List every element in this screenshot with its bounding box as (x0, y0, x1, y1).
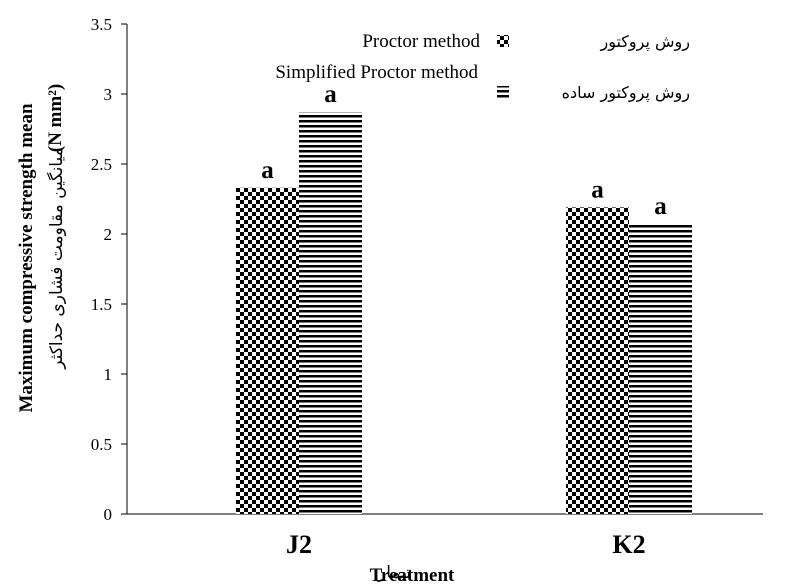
x-tick-label: J2 (286, 530, 312, 559)
bar-j2-series-2 (299, 112, 362, 514)
legend-label-proctor-fa: روش پروکتور (599, 32, 690, 52)
y-axis-label-fa: میانگین مقاومت فشاری حداکثر (46, 147, 67, 369)
bar-data-label: a (591, 176, 604, 203)
bar-data-label: a (261, 157, 274, 184)
bar-j2-series-1 (236, 187, 299, 515)
bar-data-label: a (324, 81, 337, 108)
y-tick-label: 2 (104, 225, 113, 244)
y-tick-label: 0.5 (91, 435, 112, 454)
y-axis-title: Maximum compressive strength mean (N mm²… (16, 84, 67, 413)
y-tick-label: 1 (104, 365, 113, 384)
bars-group (236, 112, 692, 515)
x-axis-label-fa: تیمار (377, 563, 411, 583)
legend-swatch-simplified (497, 86, 509, 98)
legend-label-proctor: Proctor method (362, 31, 480, 52)
x-tick-label: K2 (612, 530, 645, 559)
legend-swatch-proctor (497, 35, 509, 47)
legend-label-simplified: Simplified Proctor method (275, 62, 478, 83)
x-axis-label: Treatment (370, 565, 455, 586)
y-tick-label: 2.5 (91, 155, 112, 174)
y-tick-label: 0 (104, 505, 113, 524)
y-tick-label: 3.5 (91, 15, 112, 34)
bar-label-group: a a a a (261, 81, 667, 220)
y-axis-label: Maximum compressive strength mean (16, 103, 37, 412)
legend: Proctor method روش پروکتور Simplified Pr… (275, 31, 690, 103)
y-tick-label: 1.5 (91, 295, 112, 314)
y-tick-group: 0 0.5 1 1.5 2 2.5 3 3.5 (91, 15, 127, 524)
bar-k2-series-2 (629, 224, 692, 514)
legend-label-simplified-fa: روش پروکتور ساده (562, 83, 690, 103)
bar-data-label: a (654, 193, 667, 220)
y-axis-unit: (N mm²) (45, 84, 66, 152)
bar-k2-series-1 (566, 207, 629, 514)
x-tick-group: J2 K2 (286, 530, 646, 559)
y-tick-label: 3 (104, 85, 113, 104)
